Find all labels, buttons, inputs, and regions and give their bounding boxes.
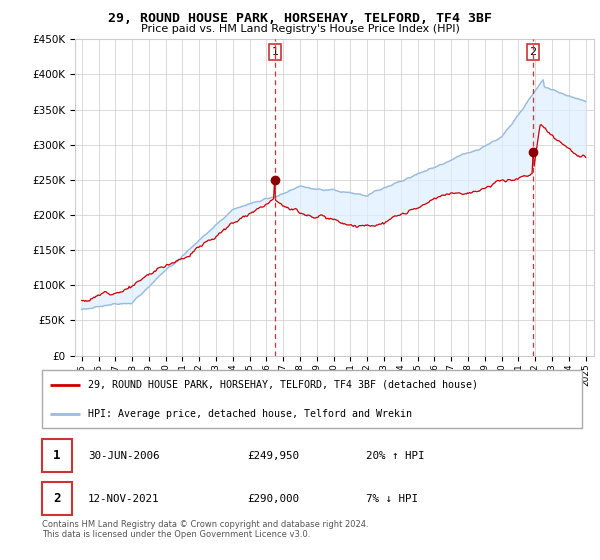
Text: HPI: Average price, detached house, Telford and Wrekin: HPI: Average price, detached house, Telf… xyxy=(88,409,412,419)
Text: £249,950: £249,950 xyxy=(247,450,299,460)
Text: 12-NOV-2021: 12-NOV-2021 xyxy=(88,494,160,504)
Text: 7% ↓ HPI: 7% ↓ HPI xyxy=(366,494,418,504)
FancyBboxPatch shape xyxy=(42,370,582,428)
Text: 2: 2 xyxy=(53,492,61,506)
Text: 29, ROUND HOUSE PARK, HORSEHAY, TELFORD, TF4 3BF (detached house): 29, ROUND HOUSE PARK, HORSEHAY, TELFORD,… xyxy=(88,380,478,390)
Text: 29, ROUND HOUSE PARK, HORSEHAY, TELFORD, TF4 3BF: 29, ROUND HOUSE PARK, HORSEHAY, TELFORD,… xyxy=(108,12,492,25)
Text: 30-JUN-2006: 30-JUN-2006 xyxy=(88,450,160,460)
Text: Price paid vs. HM Land Registry's House Price Index (HPI): Price paid vs. HM Land Registry's House … xyxy=(140,24,460,34)
FancyBboxPatch shape xyxy=(42,482,72,515)
Text: 1: 1 xyxy=(271,47,278,57)
Text: 20% ↑ HPI: 20% ↑ HPI xyxy=(366,450,425,460)
Text: £290,000: £290,000 xyxy=(247,494,299,504)
Text: 1: 1 xyxy=(53,449,61,462)
Text: Contains HM Land Registry data © Crown copyright and database right 2024.
This d: Contains HM Land Registry data © Crown c… xyxy=(42,520,368,539)
FancyBboxPatch shape xyxy=(42,439,72,472)
Text: 2: 2 xyxy=(529,47,536,57)
